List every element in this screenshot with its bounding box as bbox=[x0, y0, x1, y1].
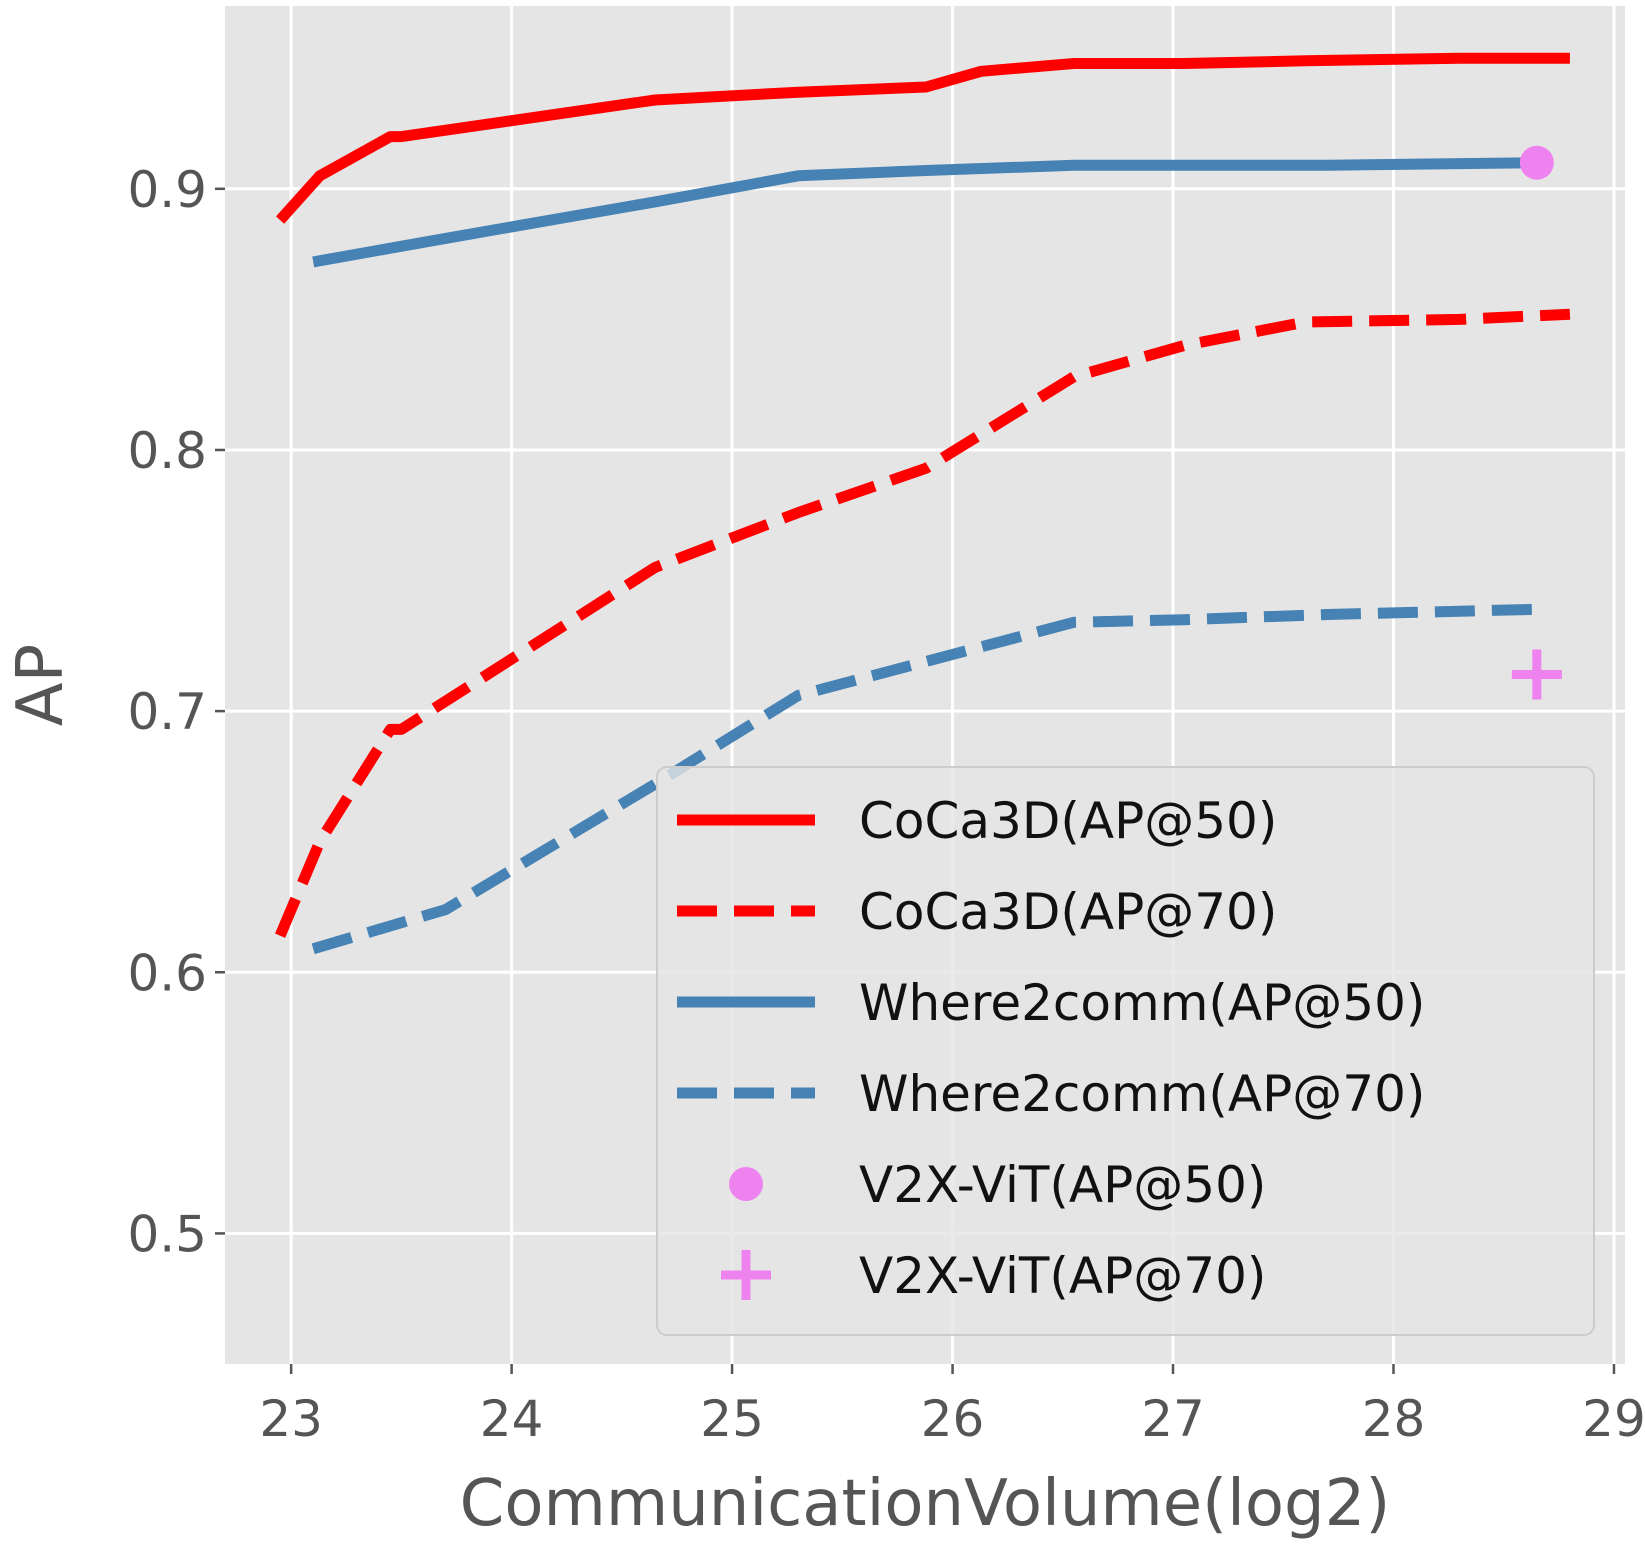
legend-label-coca3d-ap-50: CoCa3D(AP@50) bbox=[859, 792, 1277, 850]
y-axis-ticks: 0.5 0.6 0.7 0.8 0.9 bbox=[127, 161, 225, 1263]
where2comm-ap-50-line bbox=[312, 157, 1537, 268]
where2comm-ap-70-line bbox=[311, 603, 1537, 955]
x-tick-label: 26 bbox=[921, 1390, 985, 1448]
legend-swatch-v2x-vit-ap-50 bbox=[729, 1167, 763, 1201]
x-tick-label: 23 bbox=[259, 1390, 323, 1448]
v2x-vit-ap-50-marker bbox=[1519, 145, 1554, 180]
y-tick-label: 0.7 bbox=[127, 683, 207, 741]
x-tick-label: 25 bbox=[700, 1390, 764, 1448]
x-axis-ticks: 23 24 25 26 27 28 29 bbox=[259, 1364, 1645, 1448]
x-tick-label: 28 bbox=[1362, 1390, 1426, 1448]
legend: CoCa3D(AP@50) CoCa3D(AP@70) Where2comm(AP@… bbox=[656, 766, 1595, 1336]
y-tick-label: 0.9 bbox=[127, 161, 207, 219]
legend-label-v2x-vit-ap-50: V2X-ViT(AP@50) bbox=[859, 1156, 1266, 1214]
coca3d-ap-70-line bbox=[275, 308, 1571, 938]
y-axis-label: AP bbox=[4, 644, 78, 726]
y-tick-label: 0.6 bbox=[127, 944, 207, 1002]
legend-label-where2comm-ap-70: Where2comm(AP@70) bbox=[859, 1065, 1425, 1123]
v2x-vit-ap-70-marker bbox=[1511, 649, 1562, 700]
y-tick-label: 0.8 bbox=[127, 422, 207, 480]
legend-box bbox=[656, 766, 1595, 1336]
legend-swatch-v2x-vit-ap-70 bbox=[721, 1250, 771, 1300]
legend-label-coca3d-ap-70: CoCa3D(AP@70) bbox=[859, 883, 1277, 941]
legend-label-v2x-vit-ap-70: V2X-ViT(AP@70) bbox=[859, 1247, 1266, 1305]
coca3d-ap-50-line bbox=[276, 52, 1570, 224]
x-tick-label: 27 bbox=[1141, 1390, 1205, 1448]
legend-label-where2comm-ap-50: Where2comm(AP@50) bbox=[859, 974, 1425, 1032]
series-layer bbox=[275, 52, 1571, 955]
x-axis-label: CommunicationVolume(log2) bbox=[460, 1467, 1391, 1541]
x-tick-label: 24 bbox=[480, 1390, 544, 1448]
x-tick-label: 29 bbox=[1582, 1390, 1645, 1448]
grid bbox=[225, 6, 1625, 1364]
y-tick-label: 0.5 bbox=[127, 1205, 207, 1263]
